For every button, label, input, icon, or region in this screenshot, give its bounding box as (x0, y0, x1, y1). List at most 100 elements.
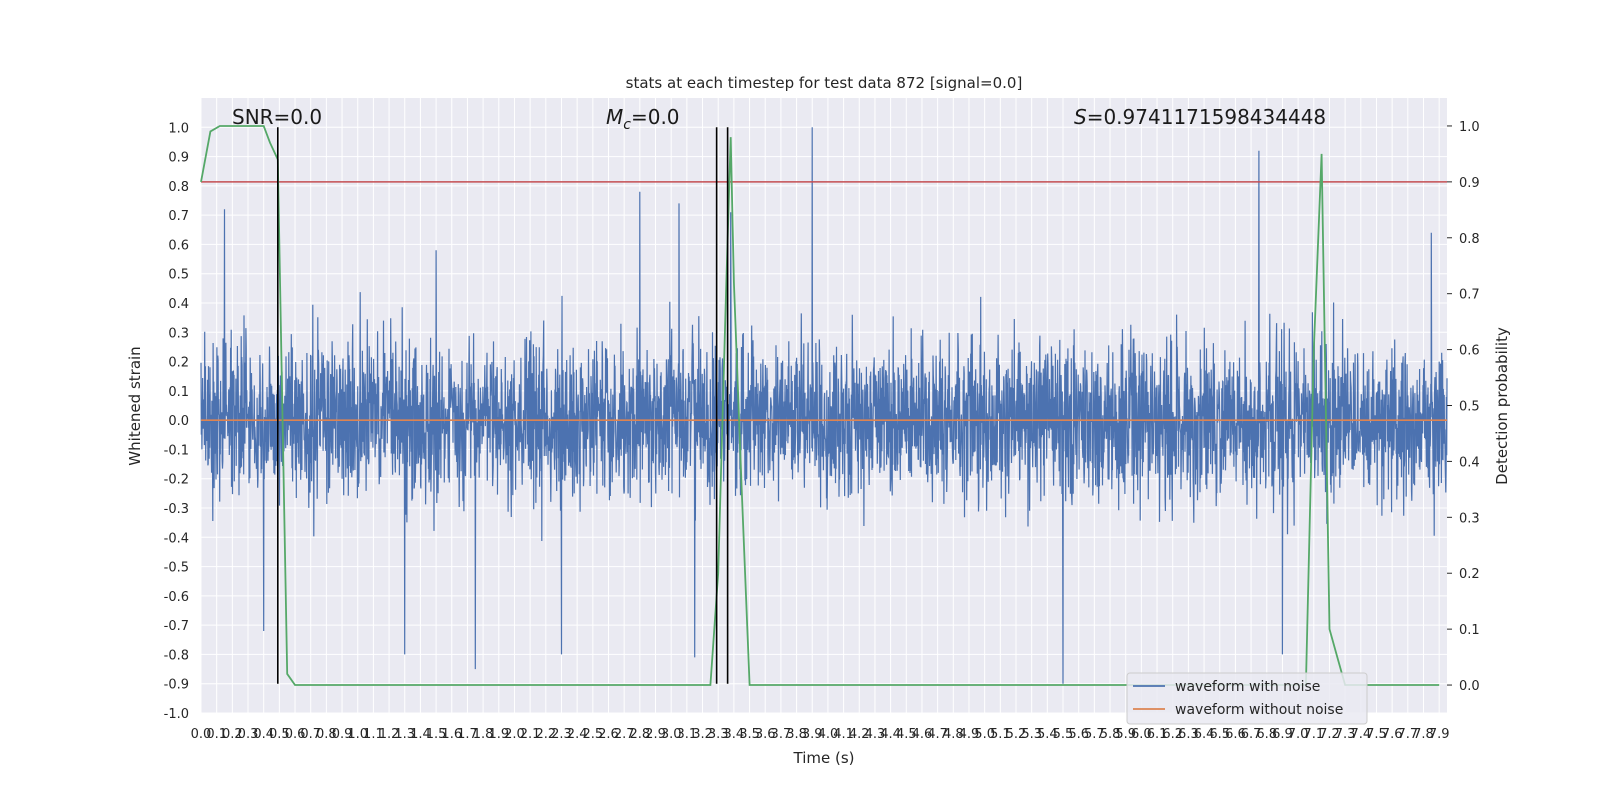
x-tick-label: 5.0 (974, 727, 995, 742)
x-tick-label: 7.3 (1335, 727, 1356, 742)
x-tick-label: 5.1 (990, 727, 1011, 742)
x-tick-label: 1.1 (363, 727, 384, 742)
x-tick-label: 6.8 (1256, 727, 1277, 742)
x-tick-label: 3.0 (661, 727, 682, 742)
x-tick-label: 7.9 (1429, 727, 1450, 742)
x-tick-label: 0.8 (316, 727, 337, 742)
y2-tick-label: 0.8 (1459, 232, 1480, 247)
chart-title: stats at each timestep for test data 872… (626, 74, 1023, 92)
x-tick-label: 2.6 (598, 727, 619, 742)
x-tick-label: 1.3 (394, 727, 415, 742)
series-detection-probability (200, 125, 1440, 686)
x-tick-label: 0.0 (191, 727, 212, 742)
x-tick-label: 2.4 (567, 727, 588, 742)
x-tick-label: 4.8 (943, 727, 964, 742)
x-tick-label: 3.7 (771, 727, 792, 742)
y-tick-label: -0.1 (164, 443, 189, 458)
x-tick-label: 0.3 (238, 727, 259, 742)
legend-box (1126, 672, 1368, 725)
x-tick-label: 5.9 (1115, 727, 1136, 742)
x-tick-label: 0.1 (206, 727, 227, 742)
x-tick-label: 4.3 (865, 727, 886, 742)
x-tick-label: 5.2 (1006, 727, 1027, 742)
x-tick-label: 6.3 (1178, 727, 1199, 742)
y-tick-label: -0.9 (164, 678, 189, 693)
probability-line (200, 125, 1440, 686)
x-tick-label: 1.2 (379, 727, 400, 742)
x-tick-label: 0.9 (332, 727, 353, 742)
x-tick-label: 1.5 (426, 727, 447, 742)
x-tick-label: 4.4 (880, 727, 901, 742)
x-tick-label: 1.8 (473, 727, 494, 742)
x-tick-label: 6.5 (1209, 727, 1230, 742)
x-tick-label: 0.4 (253, 727, 274, 742)
y-tick-label: 0.5 (168, 268, 189, 283)
y-tick-label: 0.3 (168, 326, 189, 341)
x-tick-label: 1.6 (441, 727, 462, 742)
annotation-mc: Mc=0.0 (606, 105, 680, 133)
legend-label-clean: waveform without noise (1175, 702, 1343, 718)
x-tick-label: 7.6 (1382, 727, 1403, 742)
x-tick-label: 3.5 (739, 727, 760, 742)
x-tick-label: 2.9 (645, 727, 666, 742)
y2-axis-title: Detection probability (1493, 327, 1511, 485)
x-tick-label: 5.8 (1100, 727, 1121, 742)
x-tick-label: 2.0 (504, 727, 525, 742)
annotation-s-symbol: S (1074, 105, 1087, 129)
y-tick-label: -0.4 (164, 531, 189, 546)
x-tick-label: 4.6 (912, 727, 933, 742)
y2-tick-label: 0.9 (1459, 176, 1480, 191)
x-tick-label: 4.1 (833, 727, 854, 742)
annotation-mc-value: =0.0 (631, 105, 680, 129)
x-tick-label: 7.1 (1303, 727, 1324, 742)
x-tick-label: 1.0 (347, 727, 368, 742)
y2-tick-label: 0.6 (1459, 344, 1480, 359)
x-tick-label: 7.4 (1350, 727, 1371, 742)
y-tick-label: -0.3 (164, 502, 189, 517)
y-tick-label: -1.0 (164, 707, 189, 722)
legend: waveform with noise waveform without noi… (1126, 672, 1368, 725)
x-tick-label: 0.6 (285, 727, 306, 742)
tick-labels: 0.00.10.20.30.40.50.60.70.80.91.01.11.21… (164, 120, 1480, 742)
y-tick-label: -0.6 (164, 590, 189, 605)
annotation-snr: SNR=0.0 (232, 105, 322, 129)
x-tick-label: 3.4 (724, 727, 745, 742)
x-tick-label: 2.7 (614, 727, 635, 742)
y-tick-label: 0.4 (168, 297, 189, 312)
x-tick-label: 0.7 (300, 727, 321, 742)
noise-line (200, 127, 1448, 684)
y2-tick-label: 0.7 (1459, 288, 1480, 303)
x-tick-label: 6.1 (1147, 727, 1168, 742)
y-tick-label: 0.6 (168, 238, 189, 253)
y2-tick-label: 1.0 (1459, 120, 1480, 135)
x-tick-label: 6.2 (1162, 727, 1183, 742)
x-tick-label: 1.9 (488, 727, 509, 742)
series-waveform-with-noise (200, 127, 1448, 684)
annotation-mc-symbol: M (606, 105, 623, 129)
y-tick-label: 0.7 (168, 209, 189, 224)
x-tick-label: 4.5 (896, 727, 917, 742)
x-tick-label: 6.4 (1194, 727, 1215, 742)
x-tick-label: 5.6 (1068, 727, 1089, 742)
legend-label-noise: waveform with noise (1175, 679, 1320, 695)
x-tick-label: 5.3 (1021, 727, 1042, 742)
x-tick-label: 2.2 (535, 727, 556, 742)
x-tick-label: 7.7 (1397, 727, 1418, 742)
x-tick-label: 3.9 (802, 727, 823, 742)
x-tick-label: 3.8 (786, 727, 807, 742)
annotation-mc-sub: c (623, 117, 631, 133)
x-tick-label: 6.0 (1131, 727, 1152, 742)
y-axis-title: Whitened strain (126, 346, 144, 465)
x-tick-label: 6.6 (1225, 727, 1246, 742)
y2-tick-label: 0.3 (1459, 511, 1480, 526)
x-tick-label: 3.6 (755, 727, 776, 742)
annotation-s: S=0.9741171598434448 (1074, 105, 1326, 129)
x-tick-label: 6.9 (1272, 727, 1293, 742)
x-tick-label: 3.1 (677, 727, 698, 742)
x-tick-label: 1.7 (457, 727, 478, 742)
x-tick-label: 5.5 (1053, 727, 1074, 742)
y-tick-label: -0.5 (164, 561, 189, 576)
y-tick-label: 0.0 (168, 414, 189, 429)
x-tick-label: 5.7 (1084, 727, 1105, 742)
